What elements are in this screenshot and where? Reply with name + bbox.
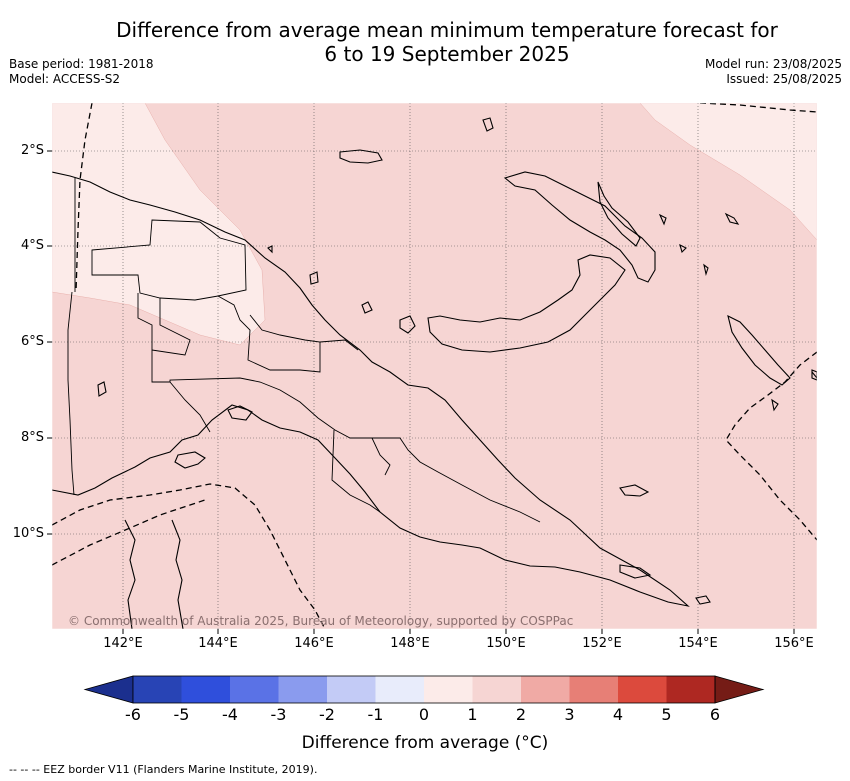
new-guinea-coast (52, 171, 690, 607)
eez-borders (52, 103, 817, 629)
colorbar-segment (472, 676, 521, 703)
lat-label-10s: 10°S (12, 526, 44, 541)
copyright-notice: © Commonwealth of Australia 2025, Bureau… (68, 614, 574, 628)
base-period: Base period: 1981-2018 (9, 57, 154, 71)
lon-label-144e: 144°E (198, 636, 238, 651)
map-frame (51, 102, 818, 630)
lat-label-4s: 4°S (20, 238, 44, 253)
meta-right: Model run: 23/08/2025 Issued: 25/08/2025 (705, 57, 842, 87)
colorbar-tick-label: -4 (222, 705, 238, 724)
anomaly-band-0-1-northeast (639, 103, 817, 241)
new-britain-coast (503, 171, 656, 283)
colorbar-title: Difference from average (°C) (301, 733, 549, 753)
colorbar-tick-label: -2 (319, 705, 335, 724)
anomaly-band-0-1-west (52, 103, 266, 346)
colorbar-segment (569, 676, 618, 703)
colorbar-segment (230, 676, 279, 703)
colorbar-arrow-low (83, 675, 134, 704)
colorbar-tick-label: 2 (515, 705, 527, 724)
colorbar-tick-label: 0 (418, 705, 430, 724)
colorbar-tick-label: -1 (367, 705, 384, 724)
colorbar-segment (327, 676, 376, 703)
map-title: Difference from average mean minimum tem… (0, 18, 850, 66)
lon-label-146e: 146°E (294, 636, 334, 651)
axis-ticks (47, 150, 795, 634)
map-panel (52, 103, 817, 629)
model-run: Model run: 23/08/2025 (704, 57, 842, 71)
colorbar-tick-label: 3 (564, 705, 575, 724)
lat-label-2s: 2°S (20, 143, 44, 158)
lon-label-156e: 156°E (774, 636, 814, 651)
lon-label-142e: 142°E (103, 636, 143, 651)
colorbar-segment (133, 676, 182, 703)
colorbar-segment (424, 676, 473, 703)
colorbar-segment (521, 676, 570, 703)
coastlines (52, 117, 817, 629)
colorbar-outline (132, 675, 716, 704)
colorbar-tick-label: 5 (661, 705, 672, 724)
colorbar-tick-label: -6 (125, 705, 141, 724)
colorbar-tick-label: 4 (612, 705, 624, 724)
meta-left: Base period: 1981-2018 Model: ACCESS-S2 (9, 57, 154, 87)
colorbar-segment (181, 676, 230, 703)
colorbar-segment (618, 676, 667, 703)
colorbar-tick-label: -3 (270, 705, 287, 724)
lat-label-6s: 6°S (20, 334, 44, 349)
lat-label-8s: 8°S (20, 430, 44, 445)
lon-label-148e: 148°E (390, 636, 430, 651)
eez-footnote: -- -- -- EEZ border V11 (Flanders Marine… (9, 763, 318, 776)
lon-label-150e: 150°E (486, 636, 526, 651)
colorbar-tick-label: -5 (173, 705, 190, 724)
title-line-1: Difference from average mean minimum tem… (116, 18, 778, 42)
colorbar-arrow-high (714, 675, 765, 704)
colorbar-tick-label: 1 (467, 705, 478, 724)
colorbar-tick-label: 6 (709, 705, 721, 724)
colorbar (83, 675, 765, 704)
lon-label-152e: 152°E (582, 636, 622, 651)
title-line-2: 6 to 19 September 2025 (324, 42, 570, 66)
colorbar-segment (278, 676, 327, 703)
model-name: Model: ACCESS-S2 (9, 72, 121, 86)
admin-boundaries (67, 178, 541, 523)
colorbar-segment (666, 676, 715, 703)
colorbar-segment (375, 676, 424, 703)
issued-date: Issued: 25/08/2025 (726, 72, 842, 86)
lon-label-154e: 154°E (678, 636, 718, 651)
